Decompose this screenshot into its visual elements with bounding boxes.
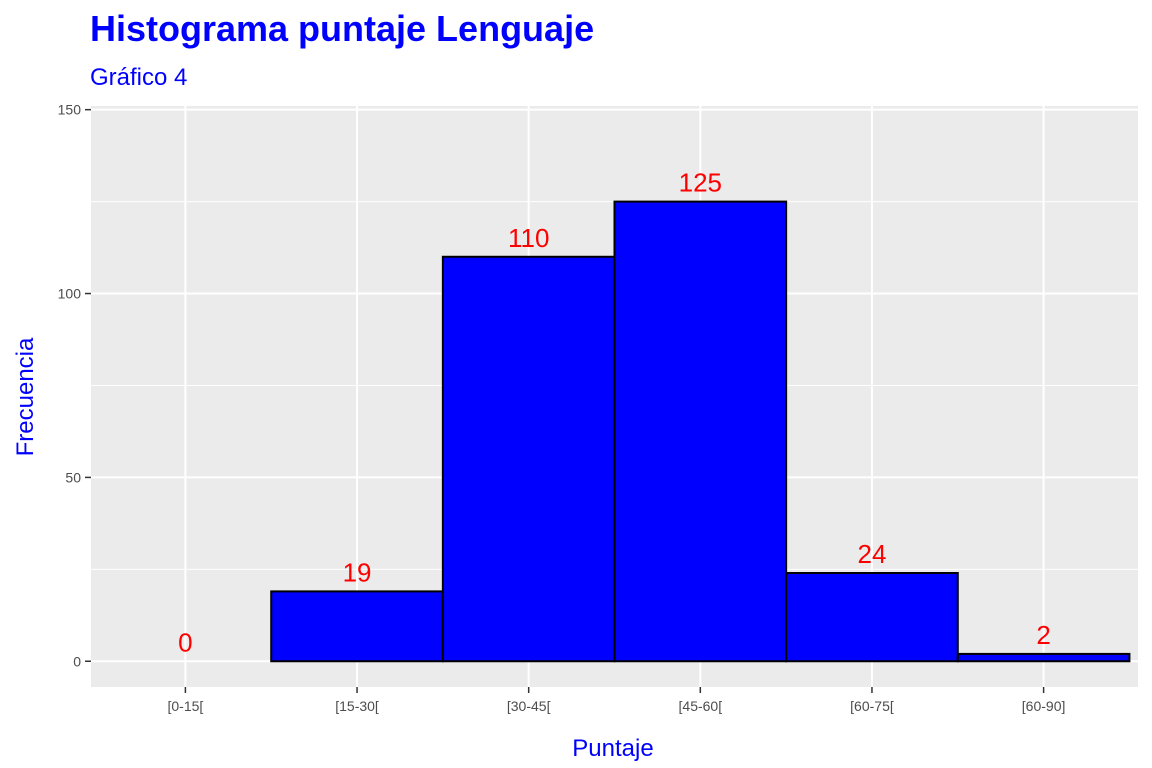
bar-data-label: 24	[857, 539, 886, 569]
y-tick-label: 50	[65, 469, 81, 485]
y-axis-title: Frecuencia	[12, 337, 39, 456]
x-axis-title: Puntaje	[572, 735, 653, 762]
x-tick-label: [60-90]	[1022, 698, 1066, 714]
bar-data-label: 2	[1036, 620, 1050, 650]
bars	[270, 200, 1131, 663]
x-tick-label: [15-30[	[335, 698, 379, 714]
bar	[785, 572, 959, 663]
x-tick-label: [0-15[	[167, 698, 203, 714]
bar-data-label: 125	[679, 168, 722, 198]
y-tick-label: 100	[58, 286, 82, 302]
bar	[441, 255, 616, 663]
bar-data-label: 110	[508, 223, 549, 253]
chart-subtitle: Gráfico 4	[90, 64, 188, 91]
x-tick-label: [45-60[	[679, 698, 723, 714]
y-tick-label: 150	[58, 102, 82, 118]
x-tick-label: [60-75[	[850, 698, 894, 714]
x-tick-label: [30-45[	[507, 698, 551, 714]
x-axis: [0-15[ [15-30[ [30-45[ [45-60[ [60-75[ [60-90…	[167, 687, 1065, 714]
bar-data-label: 19	[343, 557, 372, 587]
bar	[956, 652, 1131, 663]
y-tick-label: 0	[73, 653, 81, 669]
chart-title: Histograma puntaje Lenguaje	[90, 8, 595, 49]
bar	[270, 590, 444, 663]
bar	[613, 200, 788, 663]
y-axis: 0 50 100 150	[58, 102, 91, 669]
data-labels: 0 19 110 125 24 2	[178, 168, 1051, 658]
bar-data-label: 0	[178, 627, 192, 657]
